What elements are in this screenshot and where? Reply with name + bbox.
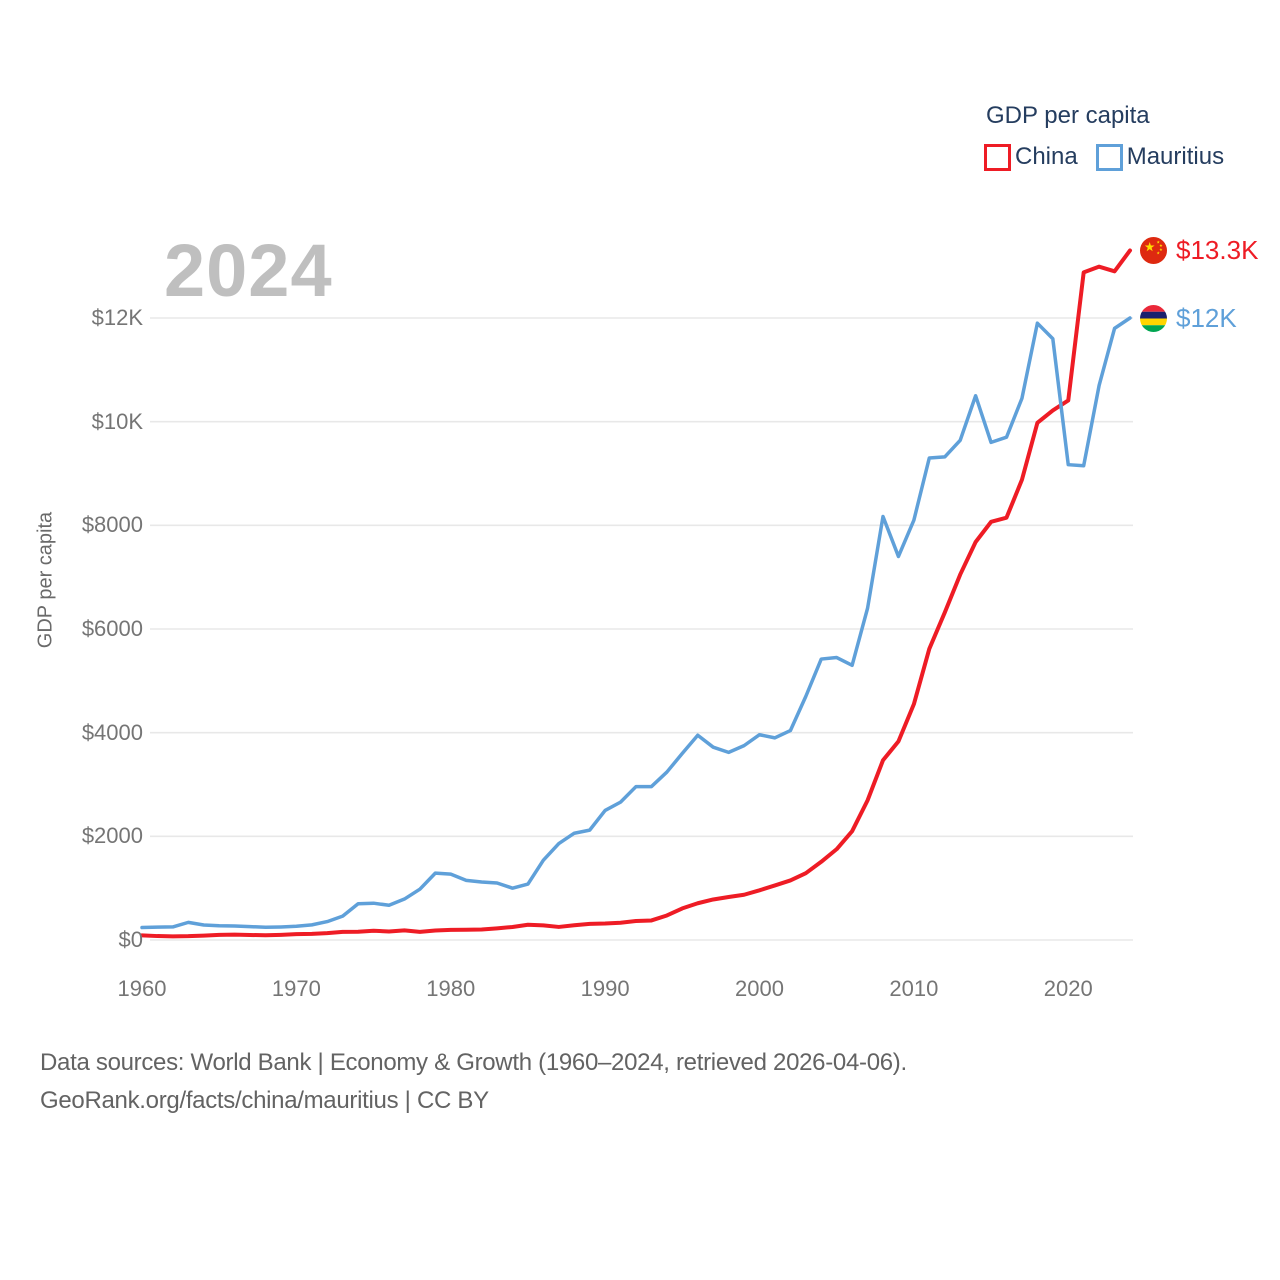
- mauritius-end-value: $12K: [1176, 302, 1237, 333]
- y-tick-label: $4000: [81, 719, 143, 745]
- legend: China Mauritius: [984, 143, 1224, 171]
- y-tick-label: $6000: [81, 616, 143, 641]
- legend-item-label: Mauritius: [1126, 143, 1225, 170]
- china-end-label: $13.3K: [1140, 234, 1259, 265]
- mauritius-end-label: $12K: [1140, 302, 1237, 333]
- x-tick-label: 1990: [580, 976, 630, 1001]
- gridlines: [150, 317, 1133, 941]
- china-end-value: $13.3K: [1176, 234, 1259, 265]
- x-tick-label: 2010: [889, 976, 939, 1001]
- china-legend-swatch: [984, 143, 1011, 171]
- china-flag-icon: [1140, 236, 1167, 264]
- x-tick-label: 1960: [117, 976, 167, 1001]
- y-tick-label: $12K: [91, 305, 143, 330]
- x-tick-label: 2000: [735, 976, 784, 1001]
- watermark-year: 2024: [164, 229, 333, 312]
- source-url-line: GeoRank.org/facts/china/mauritius | CC B…: [40, 1087, 489, 1114]
- china-series-line: [140, 248, 1132, 939]
- y-tick-label: $0: [118, 927, 143, 952]
- legend-item-china[interactable]: China: [984, 143, 1078, 171]
- mauritius-series-line: [140, 316, 1132, 930]
- source-attribution: Data sources: World Bank | Economy & Gro…: [40, 1044, 907, 1120]
- data-sources-line: Data sources: World Bank | Economy & Gro…: [40, 1049, 907, 1076]
- y-tick-label: $2000: [81, 823, 143, 849]
- x-tick-label: 2020: [1043, 976, 1093, 1001]
- mauritius-flag-icon: [1140, 304, 1167, 332]
- x-tick-label: 1970: [271, 976, 321, 1001]
- legend-item-label: China: [1015, 143, 1078, 170]
- x-tick-label: 1980: [426, 976, 476, 1001]
- legend-item-mauritius[interactable]: Mauritius: [1095, 143, 1225, 171]
- y-tick-label: $10K: [91, 408, 143, 434]
- legend-title: GDP per capita: [986, 102, 1150, 129]
- mauritius-legend-swatch: [1095, 143, 1123, 171]
- y-tick-label: $8000: [81, 512, 143, 538]
